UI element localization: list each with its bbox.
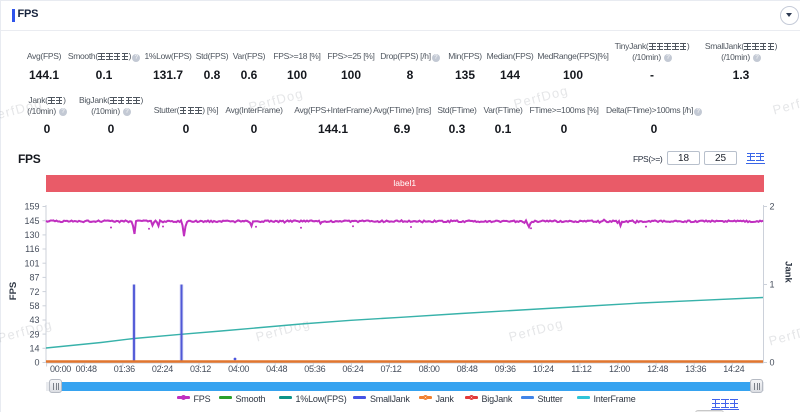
svg-text:07:12: 07:12: [380, 364, 401, 374]
svg-text:08:00: 08:00: [419, 364, 440, 374]
svg-text:72: 72: [29, 287, 39, 297]
svg-text:58: 58: [29, 301, 39, 311]
svg-text:12:48: 12:48: [647, 364, 668, 374]
svg-text:2: 2: [770, 202, 775, 212]
svg-text:29: 29: [29, 329, 39, 339]
svg-text:116: 116: [25, 244, 39, 254]
svg-text:04:48: 04:48: [266, 364, 287, 374]
svg-text:01:36: 01:36: [114, 364, 135, 374]
svg-text:14: 14: [29, 344, 39, 354]
svg-text:00:48: 00:48: [76, 364, 97, 374]
svg-text:43: 43: [29, 315, 39, 325]
svg-text:10:24: 10:24: [533, 364, 554, 374]
svg-text:08:48: 08:48: [457, 364, 478, 374]
svg-text:Jank: Jank: [783, 261, 794, 283]
svg-text:87: 87: [29, 273, 39, 283]
svg-text:0: 0: [770, 358, 775, 368]
svg-text:00:00: 00:00: [50, 364, 71, 374]
svg-text:101: 101: [24, 258, 39, 268]
svg-text:130: 130: [24, 230, 39, 240]
svg-text:03:12: 03:12: [190, 364, 211, 374]
svg-text:06:24: 06:24: [342, 364, 363, 374]
svg-text:12:00: 12:00: [609, 364, 630, 374]
svg-text:05:36: 05:36: [304, 364, 325, 374]
svg-text:13:36: 13:36: [685, 364, 706, 374]
svg-text:11:12: 11:12: [571, 364, 592, 374]
svg-text:1: 1: [770, 280, 775, 290]
svg-text:04:00: 04:00: [228, 364, 249, 374]
svg-text:09:36: 09:36: [495, 364, 516, 374]
svg-text:FPS: FPS: [8, 282, 19, 300]
svg-text:0: 0: [34, 358, 39, 368]
svg-text:14:24: 14:24: [723, 364, 744, 374]
svg-text:159: 159: [24, 202, 39, 212]
svg-text:02:24: 02:24: [152, 364, 173, 374]
svg-text:145: 145: [24, 216, 39, 226]
